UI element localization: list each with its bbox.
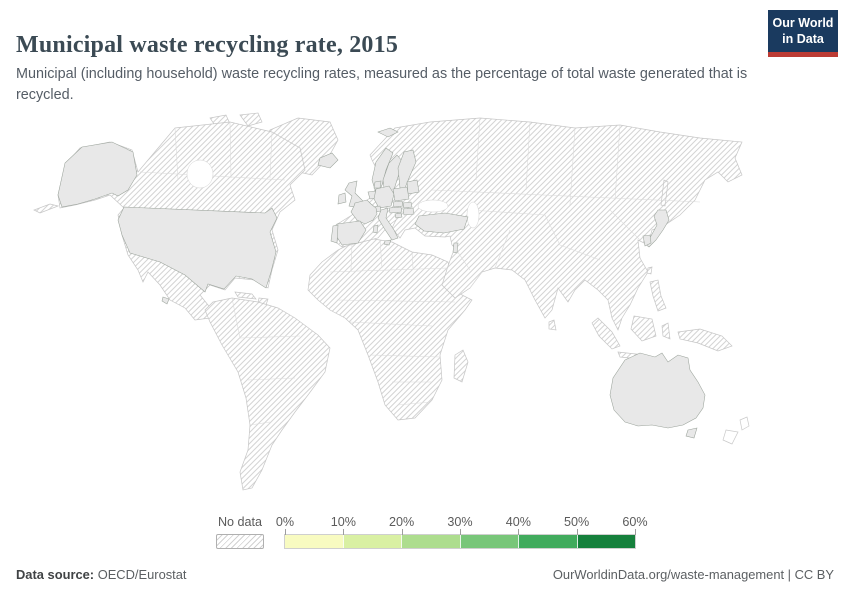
legend-bin-swatch[interactable] — [518, 535, 577, 548]
country-france[interactable] — [350, 199, 378, 225]
page-title: Municipal waste recycling rate, 2015 — [16, 32, 399, 59]
legend-tick-mark — [576, 529, 578, 535]
legend-tick-mark — [401, 529, 403, 535]
owid-logo[interactable]: Our World in Data — [768, 10, 838, 58]
country-israel[interactable] — [452, 242, 459, 254]
country-new-zealand[interactable] — [722, 416, 750, 445]
country-hungary[interactable] — [402, 207, 415, 216]
country-finland[interactable] — [397, 149, 417, 189]
country-denmark[interactable] — [373, 180, 382, 189]
landmass-madagascar[interactable] — [453, 349, 469, 383]
country-germany[interactable] — [373, 185, 395, 209]
legend-no-data-label: No data — [217, 515, 263, 529]
legend-tick-label: 40% — [505, 515, 531, 529]
black-sea — [417, 199, 449, 213]
landmass-eurasia[interactable] — [332, 117, 743, 331]
country-costa-rica[interactable] — [161, 296, 170, 305]
legend-bin-swatch[interactable] — [401, 535, 460, 548]
landmass-africa[interactable] — [307, 237, 473, 421]
legend-bin-swatch[interactable] — [576, 535, 635, 548]
legend-tick-label: 10% — [330, 515, 356, 529]
landmass-aleutians[interactable] — [33, 203, 60, 214]
legend-tick-mark — [460, 529, 461, 535]
country-south-korea[interactable] — [642, 234, 652, 247]
legend-no-data-swatch[interactable] — [216, 534, 264, 549]
country-ireland[interactable] — [337, 192, 347, 205]
country-iceland[interactable] — [317, 152, 339, 169]
country-austria[interactable] — [388, 206, 403, 214]
legend-tick-mark — [635, 529, 636, 535]
legend-tick-mark — [285, 529, 286, 535]
country-czechia[interactable] — [392, 200, 404, 208]
country-italy[interactable] — [372, 207, 399, 246]
data-source: Data source: OECD/Eurostat — [16, 567, 187, 582]
legend-bin-swatch[interactable] — [285, 535, 343, 548]
legend-color-bar[interactable] — [284, 534, 636, 549]
landmass-sakhalin[interactable] — [660, 179, 669, 207]
country-poland[interactable] — [392, 186, 410, 202]
landmass-taiwan[interactable] — [646, 266, 653, 275]
owid-logo-line1: Our World — [772, 16, 834, 30]
legend-tick-label: 20% — [389, 515, 415, 529]
data-source-label: Data source: — [16, 567, 95, 582]
legend-bar-wrap — [284, 529, 636, 549]
country-baltic-states[interactable] — [406, 179, 420, 195]
country-united-states-alaska[interactable] — [57, 141, 138, 208]
country-japan[interactable] — [644, 209, 670, 248]
legend-tick-labels: 0% 10% 20% 30% 40% 50% 60% — [276, 515, 648, 529]
hudson-bay — [186, 159, 214, 189]
legend-bin-swatch[interactable] — [459, 535, 518, 548]
country-australia[interactable] — [609, 352, 706, 429]
country-portugal[interactable] — [330, 224, 339, 244]
country-turkey[interactable] — [414, 212, 469, 234]
country-tasmania[interactable] — [685, 427, 698, 439]
landmass-south-america[interactable] — [204, 297, 331, 491]
legend-tick-label: 0% — [275, 515, 295, 529]
legend-tick-mark — [518, 529, 520, 535]
country-svalbard[interactable] — [377, 127, 399, 138]
country-slovakia[interactable] — [402, 201, 413, 209]
legend-tick-mark — [343, 529, 345, 535]
country-united-states[interactable] — [117, 206, 278, 293]
owid-logo-line2: in Data — [782, 31, 824, 46]
data-source-value: OECD/Eurostat — [97, 567, 187, 582]
legend-bin-swatch[interactable] — [342, 535, 401, 548]
chart-subtitle: Municipal (including household) waste re… — [16, 66, 748, 103]
legend-tick-label: 50% — [564, 515, 590, 529]
attribution-link[interactable]: OurWorldinData.org/waste-management | CC… — [552, 567, 834, 582]
caspian-sea — [466, 201, 480, 229]
legend-tick-label: 30% — [447, 515, 473, 529]
legend-tick-label: 60% — [622, 515, 648, 529]
country-slovenia[interactable] — [394, 212, 403, 219]
world-map[interactable] — [0, 110, 850, 510]
landmass-new-guinea[interactable] — [677, 328, 733, 352]
landmass-sri-lanka[interactable] — [548, 319, 557, 331]
